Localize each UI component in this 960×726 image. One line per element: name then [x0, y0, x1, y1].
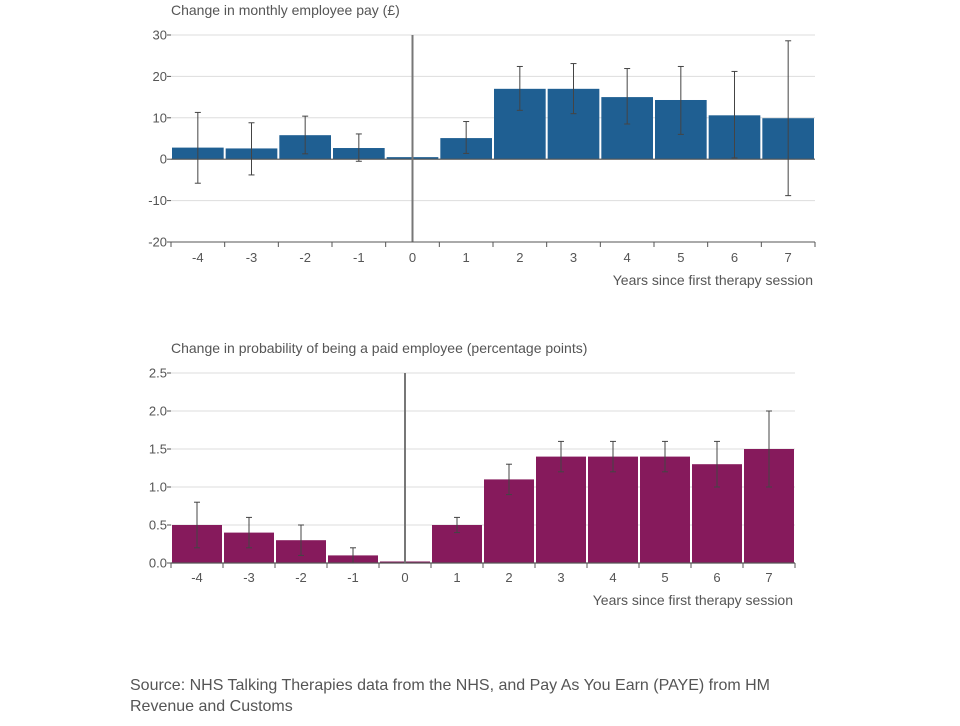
chart2-title: Change in probability of being a paid em…	[171, 340, 587, 356]
chart2-xtick-label: 0	[401, 570, 408, 585]
chart1-xtick-label: 6	[731, 250, 738, 265]
chart1-xtick-label: 1	[463, 250, 470, 265]
chart1-xtick-label: -2	[299, 250, 311, 265]
chart1-xtick-label: 2	[516, 250, 523, 265]
chart2-xtick-label: -1	[347, 570, 359, 585]
chart2-xtick-label: 3	[557, 570, 564, 585]
source-note: Source: NHS Talking Therapies data from …	[130, 677, 770, 715]
chart2-ytick-label: 0.0	[149, 556, 167, 571]
chart2-bar	[536, 456, 586, 563]
chart1-xtick-label: -3	[246, 250, 258, 265]
chart1-ytick-label: -20	[148, 235, 167, 250]
chart2-xtick-label: -3	[243, 570, 255, 585]
chart2-xtick-label: 1	[453, 570, 460, 585]
chart1-ytick-label: -10	[148, 193, 167, 208]
chart1-ytick-label: 30	[153, 28, 167, 43]
chart2-xtick-label: -2	[295, 570, 307, 585]
chart1-xtick-label: -1	[353, 250, 365, 265]
chart2-xtick-label: 4	[609, 570, 616, 585]
chart2-ytick-label: 1.0	[149, 480, 167, 495]
chart1-ytick-label: 10	[153, 110, 167, 125]
chart2-xtick-label: 2	[505, 570, 512, 585]
chart2-bar	[588, 456, 638, 563]
chart1-ytick-label: 0	[160, 152, 167, 167]
chart2-xlabel: Years since first therapy session	[593, 592, 793, 608]
chart1-xtick-label: 7	[785, 250, 792, 265]
chart2-ytick-label: 2.5	[149, 366, 167, 381]
chart1-xtick-label: 5	[677, 250, 684, 265]
chart2-ytick-label: 1.5	[149, 442, 167, 457]
chart1-xtick-label: 4	[624, 250, 631, 265]
chart2-ytick-label: 0.5	[149, 518, 167, 533]
chart1-title: Change in monthly employee pay (£)	[171, 2, 400, 18]
chart1-xtick-label: 3	[570, 250, 577, 265]
chart2-xtick-label: -4	[191, 570, 203, 585]
chart2-xtick-label: 5	[661, 570, 668, 585]
chart1-xlabel: Years since first therapy session	[613, 272, 813, 288]
chart1-xtick-label: -4	[192, 250, 204, 265]
chart2-bar	[640, 456, 690, 563]
chart2-ytick-label: 2.0	[149, 404, 167, 419]
chart2-xtick-label: 7	[765, 570, 772, 585]
chart2-xtick-label: 6	[713, 570, 720, 585]
chart1-xtick-label: 0	[409, 250, 416, 265]
chart1-ytick-label: 20	[153, 69, 167, 84]
